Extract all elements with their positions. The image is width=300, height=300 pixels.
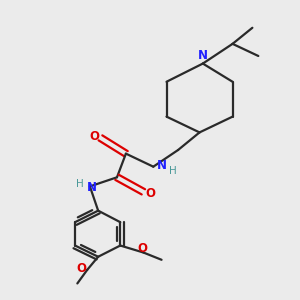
Text: H: H (169, 166, 177, 176)
Text: N: N (157, 159, 167, 172)
Text: O: O (76, 262, 86, 275)
Text: N: N (86, 181, 97, 194)
Text: O: O (138, 242, 148, 255)
Text: O: O (89, 130, 100, 142)
Text: H: H (76, 179, 84, 189)
Text: O: O (145, 187, 155, 200)
Text: N: N (198, 49, 208, 62)
